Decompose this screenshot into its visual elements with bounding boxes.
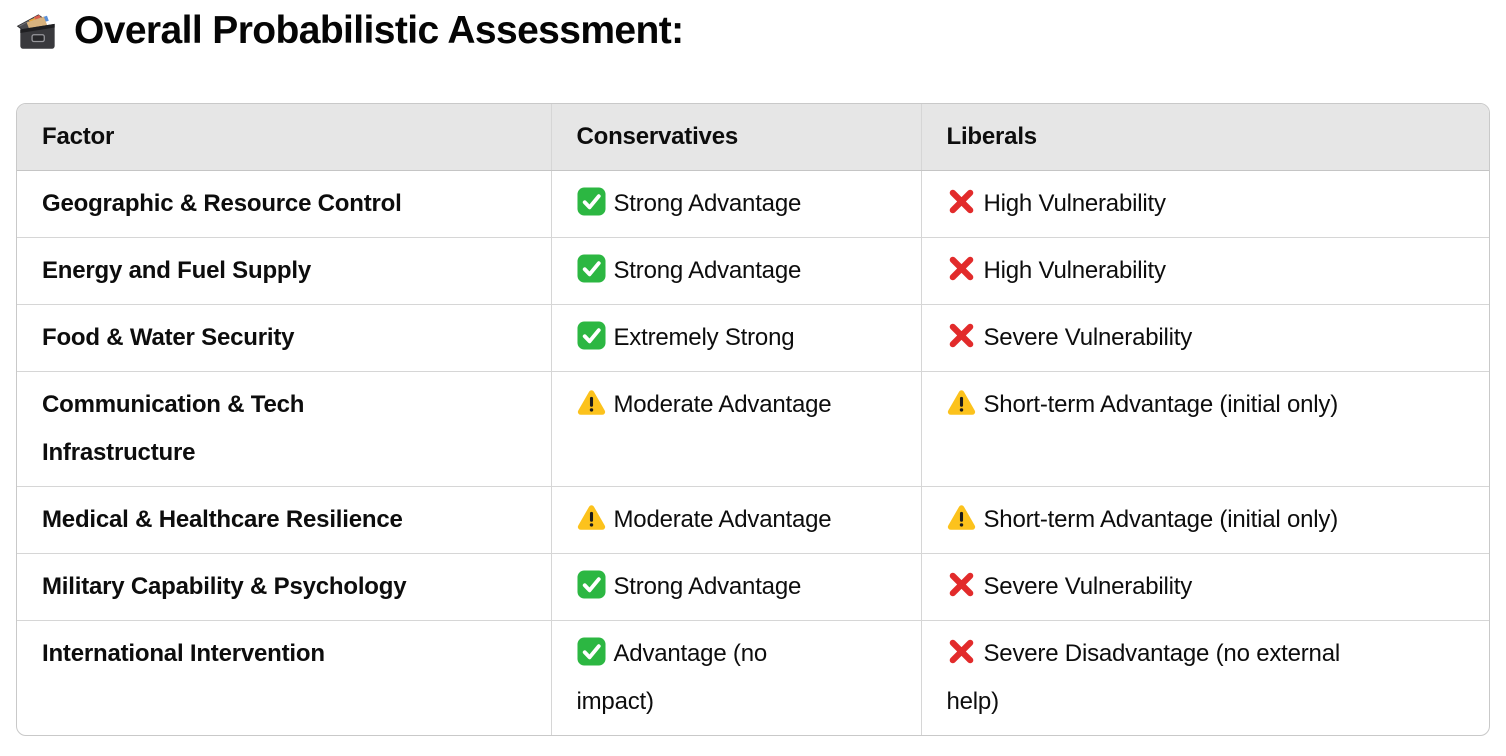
page: Overall Probabilistic Assessment: Factor… — [0, 6, 1506, 756]
factor-cell: Communication & Tech Infrastructure — [17, 371, 551, 487]
table-body: Geographic & Resource Control Strong Adv… — [17, 170, 1489, 735]
status-text: High Vulnerability — [983, 190, 1166, 217]
conservatives-cell: Advantage (no impact) — [550, 620, 921, 735]
cross-icon — [947, 637, 976, 666]
status-text: Short-term Advantage (initial only) — [983, 506, 1339, 533]
column-header-factor: Factor — [17, 104, 551, 171]
liberals-cell: High Vulnerability — [920, 170, 1489, 238]
page-title: Overall Probabilistic Assessment: — [14, 6, 1506, 56]
warning-icon — [947, 388, 976, 417]
card-file-box-icon — [14, 9, 61, 53]
column-header-conservatives: Conservatives — [550, 104, 921, 171]
liberals-cell: Severe Disadvantage (no external help) — [920, 620, 1489, 735]
cross-icon — [947, 187, 976, 216]
table-row: Communication & Tech Infrastructure Mode… — [17, 371, 1489, 487]
assessment-table-container: Factor Conservatives Liberals Geographic… — [16, 103, 1490, 736]
status-text: Severe Vulnerability — [983, 324, 1193, 351]
conservatives-cell: Strong Advantage — [550, 170, 921, 238]
check-icon — [576, 637, 606, 666]
table-row: Energy and Fuel Supply Strong Advantage … — [17, 237, 1489, 305]
factor-cell: Military Capability & Psychology — [17, 553, 551, 621]
status-text: Strong Advantage — [613, 257, 802, 284]
check-icon — [576, 187, 606, 216]
cross-icon — [947, 254, 976, 283]
header-row: Factor Conservatives Liberals — [17, 104, 1489, 171]
status-text: Moderate Advantage — [613, 391, 832, 418]
check-icon — [576, 570, 606, 599]
check-icon — [576, 321, 606, 350]
liberals-cell: High Vulnerability — [920, 237, 1489, 305]
cross-icon — [947, 321, 976, 350]
warning-icon — [577, 388, 606, 417]
liberals-cell: Short-term Advantage (initial only) — [920, 371, 1489, 487]
status-text: Severe Disadvantage (no external help) — [946, 640, 1341, 715]
factor-cell: Medical & Healthcare Resilience — [17, 486, 551, 554]
factor-cell: Geographic & Resource Control — [42, 190, 402, 217]
factor-cell: Food & Water Security — [17, 304, 551, 372]
status-text: Strong Advantage — [613, 573, 802, 600]
status-text: Strong Advantage — [613, 190, 802, 217]
status-text: Advantage (no impact) — [576, 640, 768, 715]
conservatives-cell: Strong Advantage — [550, 237, 921, 305]
warning-icon — [577, 503, 606, 532]
status-text: Extremely Strong — [613, 324, 795, 351]
liberals-cell: Short-term Advantage (initial only) — [920, 486, 1489, 554]
liberals-cell: Severe Vulnerability — [920, 304, 1489, 372]
table-row: Military Capability & Psychology Strong … — [17, 553, 1489, 621]
check-icon — [576, 254, 606, 283]
assessment-table: Factor Conservatives Liberals Geographic… — [17, 104, 1489, 735]
warning-icon — [947, 503, 976, 532]
table-row: Medical & Healthcare Resilience Moderate… — [17, 486, 1489, 554]
cross-icon — [947, 570, 976, 599]
factor-cell: International Intervention — [17, 620, 551, 735]
status-text: High Vulnerability — [983, 257, 1166, 284]
status-text: Severe Vulnerability — [983, 573, 1193, 600]
table-row: International Intervention Advantage (no… — [17, 620, 1489, 735]
conservatives-cell: Extremely Strong — [550, 304, 921, 372]
conservatives-cell: Moderate Advantage — [550, 371, 921, 487]
table-header: Factor Conservatives Liberals — [17, 104, 1489, 171]
table-row: Food & Water Security Extremely Strong S… — [17, 304, 1489, 372]
conservatives-cell: Moderate Advantage — [550, 486, 921, 554]
column-header-liberals: Liberals — [920, 104, 1489, 171]
status-text: Short-term Advantage (initial only) — [983, 391, 1339, 418]
conservatives-cell: Strong Advantage — [550, 553, 921, 621]
factor-cell: Energy and Fuel Supply — [17, 237, 551, 305]
table-row: Geographic & Resource Control Strong Adv… — [17, 170, 1489, 238]
status-text: Moderate Advantage — [613, 506, 832, 533]
page-title-text: Overall Probabilistic Assessment: — [74, 9, 684, 52]
liberals-cell: Severe Vulnerability — [920, 553, 1489, 621]
